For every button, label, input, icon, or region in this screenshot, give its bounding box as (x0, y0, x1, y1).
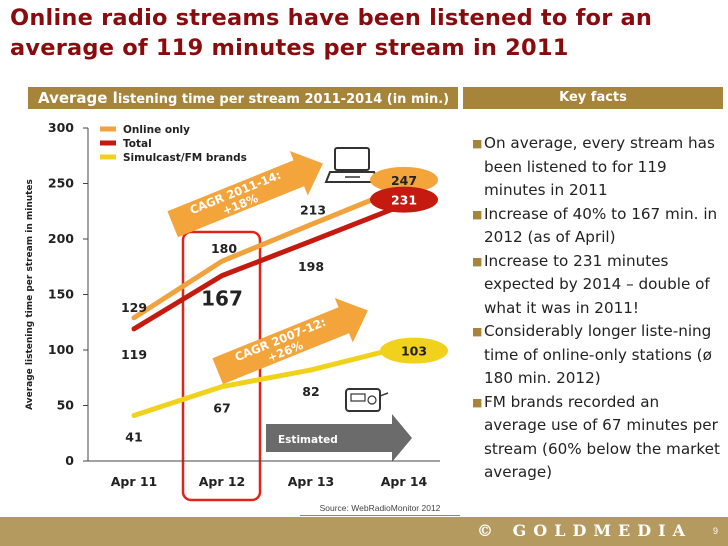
key-fact-text: Considerably longer liste-ning time of o… (484, 322, 712, 387)
key-fact: ■ FM brands recorded an average use of 67… (472, 391, 722, 485)
data-label: 103 (401, 344, 427, 359)
brand-logo: © GOLDMEDIA (477, 521, 692, 540)
data-label: 247 (391, 173, 417, 188)
key-facts-header: Key facts (463, 87, 723, 109)
data-label: 231 (391, 193, 417, 208)
page-title: Online radio streams have been listened … (10, 5, 653, 61)
y-tick-label: 250 (48, 176, 74, 191)
key-facts-list: ■ On average, every stream has been liste… (472, 132, 722, 485)
data-label-badge (370, 166, 438, 193)
legend-label: Simulcast/FM brands (123, 152, 247, 164)
series-line (131, 184, 407, 321)
y-tick-label: 100 (48, 342, 74, 357)
data-label: 41 (125, 429, 142, 444)
bullet-icon: ■ (472, 207, 483, 221)
data-label: 213 (300, 203, 326, 218)
legend-label: Online only (123, 124, 190, 136)
source-note: Source: WebRadioMonitor 2012 (319, 503, 441, 513)
data-label: 198 (298, 259, 324, 274)
y-tick-label: 200 (48, 231, 74, 246)
x-tick-label: Apr 11 (111, 474, 158, 489)
data-label: 167 (201, 287, 243, 311)
data-label-badge (380, 337, 448, 364)
estimated-arrow-shape (266, 414, 412, 462)
page-number: 9 (712, 526, 718, 536)
y-tick-label: 300 (48, 120, 74, 135)
series-line (131, 202, 407, 332)
x-tick-label: Apr 13 (288, 474, 335, 489)
data-label: 129 (121, 300, 147, 315)
data-label: 82 (302, 384, 319, 399)
data-label: 67 (213, 401, 230, 416)
radio-icon (345, 388, 389, 412)
y-tick-label: 0 (65, 453, 74, 468)
radio-antenna (379, 392, 389, 397)
chart-header-text: istening time per stream 2011-2014 (in m… (117, 92, 450, 107)
laptop-icon (324, 147, 380, 183)
legend-label: Total (123, 138, 152, 150)
data-label: 119 (121, 347, 147, 362)
series-line (131, 344, 407, 418)
key-fact-text: FM brands recorded an average use of 67 … (484, 392, 720, 482)
key-fact-text: On average, every stream has been listen… (484, 134, 715, 199)
bullet-icon: ■ (472, 137, 483, 150)
key-fact-text: Increase to 231 minutes expected by 2014… (484, 251, 710, 317)
y-tick-label: 50 (57, 398, 75, 413)
key-fact: ■ Increase to 231 minutes expected by 201… (472, 250, 722, 321)
bullet-icon: ■ (472, 395, 483, 409)
x-tick-label: Apr 14 (381, 474, 428, 489)
key-fact: ■ Increase of 40% to 167 min. in 2012 (as… (472, 203, 722, 250)
bullet-icon: ■ (472, 254, 483, 268)
key-fact: ■ Considerably longer liste-ning time of … (472, 320, 722, 391)
radio-knob (367, 395, 377, 405)
x-tick-label: Apr 12 (199, 474, 246, 489)
estimated-label: Estimated (278, 434, 338, 446)
legend: Online only Total Simulcast/FM brands (100, 124, 247, 164)
radio-dial (350, 393, 366, 402)
y-tick-label: 150 (48, 287, 74, 302)
cagr-online-arrow-shape (167, 151, 323, 238)
source-divider (300, 515, 460, 516)
key-fact-text: Increase of 40% to 167 min. in 2012 (as … (484, 204, 718, 247)
data-label: 180 (211, 241, 237, 256)
chart-header-prefix: Average l (38, 89, 118, 107)
chart-header: Average listening time per stream 2011-2… (28, 87, 458, 109)
estimated-arrow: Estimated (266, 414, 412, 462)
footer-bar: © GOLDMEDIA 9 (0, 517, 728, 546)
cagr-fm-arrow-shape (212, 298, 368, 385)
laptop-screen (334, 147, 370, 171)
y-axis-label: Average listening time per stream in min… (25, 179, 35, 410)
bullet-icon: ■ (472, 325, 483, 338)
key-fact: ■ On average, every stream has been liste… (472, 132, 722, 203)
data-label-badge (370, 186, 438, 213)
